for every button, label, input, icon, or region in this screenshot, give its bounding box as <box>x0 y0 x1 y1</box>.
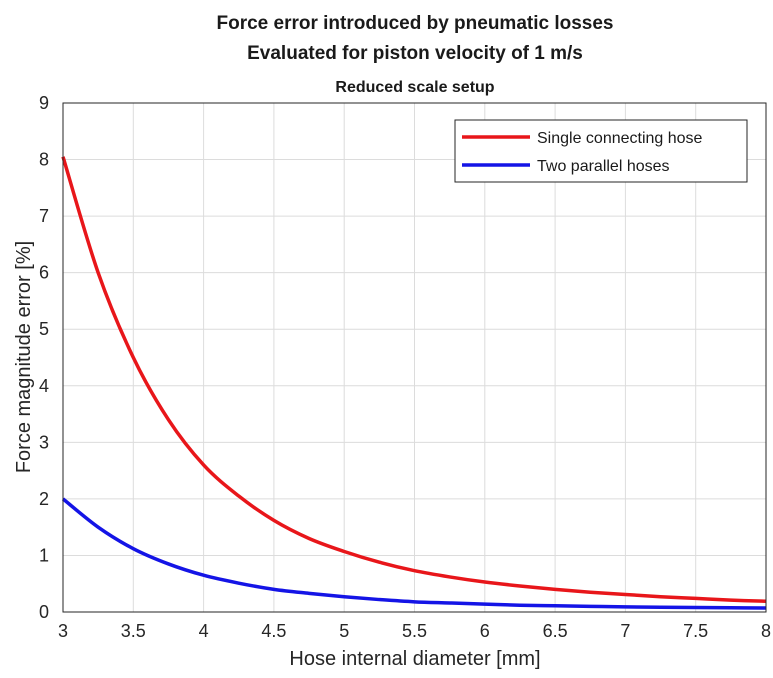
x-tick-label: 5 <box>339 621 349 641</box>
chart-subtitle-secondary: Reduced scale setup <box>335 79 494 96</box>
y-tick-label: 0 <box>39 602 49 622</box>
chart-subtitle: Evaluated for piston velocity of 1 m/s <box>247 43 583 64</box>
legend: Single connecting hose Two parallel hoses <box>454 119 748 183</box>
x-tick-label: 7.5 <box>683 621 708 641</box>
legend-label-0: Single connecting hose <box>537 130 703 147</box>
series-lines <box>61 156 767 610</box>
y-tick-label: 1 <box>39 545 49 565</box>
y-tick-label: 8 <box>39 150 49 170</box>
x-axis-label: Hose internal diameter [mm] <box>289 648 540 670</box>
y-axis-label: Force magnitude error [%] <box>13 241 35 473</box>
series-line-0 <box>61 156 767 604</box>
chart-title: Force error introduced by pneumatic loss… <box>217 13 614 34</box>
x-tick-label: 4 <box>199 621 209 641</box>
legend-box <box>454 119 748 183</box>
y-tick-label: 4 <box>39 376 49 396</box>
x-tick-label: 8 <box>761 621 771 641</box>
y-tick-labels: 0 1 2 3 4 5 6 7 8 9 <box>39 93 49 622</box>
legend-label-1: Two parallel hoses <box>537 158 670 175</box>
x-tick-labels: 3 3.5 4 4.5 5 5.5 6 6.5 7 7.5 8 <box>58 621 771 641</box>
x-tick-label: 6 <box>480 621 490 641</box>
x-tick-label: 4.5 <box>261 621 286 641</box>
y-tick-label: 7 <box>39 206 49 226</box>
x-tick-label: 5.5 <box>402 621 427 641</box>
y-tick-label: 5 <box>39 319 49 339</box>
y-tick-label: 3 <box>39 432 49 452</box>
plot-frame <box>62 102 767 613</box>
y-tick-label: 2 <box>39 489 49 509</box>
x-tick-label: 3.5 <box>121 621 146 641</box>
x-tick-label: 3 <box>58 621 68 641</box>
y-tick-label: 9 <box>39 93 49 113</box>
x-tick-label: 7 <box>620 621 630 641</box>
x-tick-label: 6.5 <box>543 621 568 641</box>
series-line-1 <box>61 497 767 610</box>
y-tick-label: 6 <box>39 263 49 283</box>
